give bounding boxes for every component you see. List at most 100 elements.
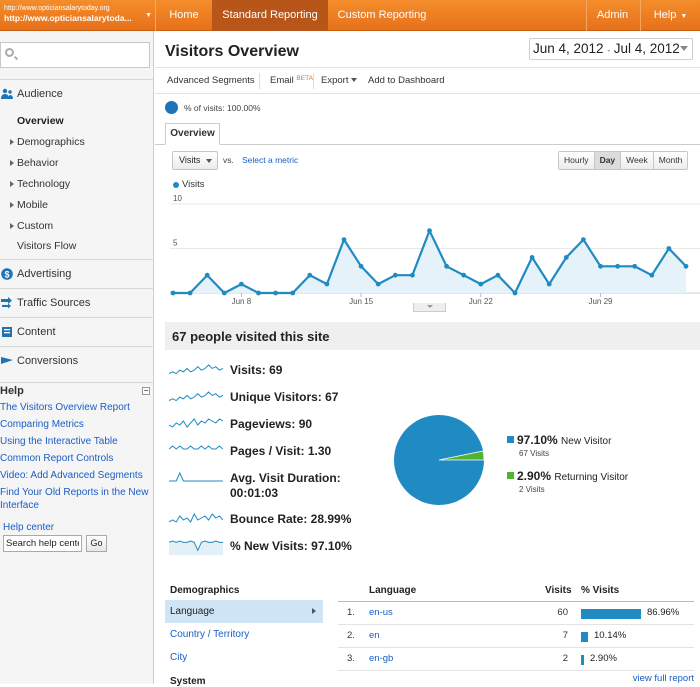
help-link[interactable]: Using the Interactive Table xyxy=(0,436,118,447)
sidebar-section-traffic-sources[interactable]: Traffic Sources xyxy=(0,288,154,316)
report-toolbar: Advanced Segments Email BETA Export Add … xyxy=(155,67,700,94)
report-search-input[interactable] xyxy=(19,45,147,65)
data-point[interactable] xyxy=(495,272,501,278)
data-point[interactable] xyxy=(410,272,415,278)
data-point[interactable] xyxy=(392,272,398,278)
language-link[interactable]: en-gb xyxy=(369,653,394,664)
percent-value: 10.14% xyxy=(594,630,627,641)
row-number: 2. xyxy=(347,630,355,641)
email-button[interactable]: Email BETA xyxy=(270,75,313,86)
granularity-day-button[interactable]: Day xyxy=(594,152,622,169)
table-row[interactable]: 3. en-gb 2 2.90% xyxy=(338,648,694,671)
demographics-item-city[interactable]: City xyxy=(170,652,188,663)
sidebar-item-visitors-flow[interactable]: Visitors Flow xyxy=(17,240,77,252)
data-point[interactable] xyxy=(649,272,655,278)
sidebar-section-conversions[interactable]: Conversions xyxy=(0,346,154,374)
help-center-go-button[interactable]: Go xyxy=(86,535,107,552)
data-point[interactable] xyxy=(598,263,603,269)
data-point[interactable] xyxy=(683,263,689,269)
metric-dropdown[interactable]: Visits xyxy=(172,151,218,170)
data-point[interactable] xyxy=(187,290,193,296)
data-point[interactable] xyxy=(239,281,244,287)
report-search[interactable] xyxy=(0,42,150,68)
granularity-month-button[interactable]: Month xyxy=(653,152,688,169)
sidebar-item-mobile[interactable]: Mobile xyxy=(0,195,154,215)
help-link[interactable]: The Visitors Overview Report xyxy=(0,402,130,413)
sidebar-item-demographics[interactable]: Demographics xyxy=(0,132,154,152)
percent-bar xyxy=(581,609,641,619)
data-point[interactable] xyxy=(512,290,518,296)
nav-home[interactable]: Home xyxy=(169,9,199,21)
sidebar-item-behavior[interactable]: Behavior xyxy=(0,153,154,173)
help-link[interactable]: Comparing Metrics xyxy=(0,419,84,430)
data-point[interactable] xyxy=(170,290,176,296)
data-point[interactable] xyxy=(273,290,278,296)
metric-value: % New Visits: 97.10% xyxy=(230,539,352,553)
visits-line-chart[interactable]: 5 10 Jun 8 Jun 15 Jun 22 Jun 29 xyxy=(170,195,700,325)
view-full-report-link[interactable]: view full report xyxy=(632,673,694,684)
pie-segment-icon xyxy=(165,101,178,114)
data-point[interactable] xyxy=(615,263,620,269)
collapse-icon[interactable]: − xyxy=(142,386,150,395)
sidebar-item-overview[interactable]: Overview xyxy=(17,115,64,127)
data-point[interactable] xyxy=(478,281,484,287)
sidebar-section-audience[interactable]: Audience xyxy=(0,79,154,107)
help-link[interactable]: Find Your Old Reports in the New Interfa… xyxy=(0,487,149,511)
demographics-system-heading: System xyxy=(170,676,206,687)
sidebar-item-custom[interactable]: Custom xyxy=(0,216,154,236)
pie-new-visits: 67 Visits xyxy=(519,449,550,458)
account-selector[interactable]: http://www.opticiansalarytoday.org http:… xyxy=(4,4,154,26)
help-center-link[interactable]: Help center xyxy=(3,522,55,533)
svg-text:$: $ xyxy=(4,270,9,280)
data-point[interactable] xyxy=(546,281,552,287)
data-point[interactable] xyxy=(666,246,672,251)
chart-resize-handle[interactable] xyxy=(413,303,446,312)
tab-overview[interactable]: Overview xyxy=(165,123,220,145)
language-link[interactable]: en xyxy=(369,630,380,641)
help-link[interactable]: Common Report Controls xyxy=(0,453,114,464)
data-point[interactable] xyxy=(256,290,261,296)
sidebar-section-advertising[interactable]: $ Advertising xyxy=(0,259,154,287)
data-point[interactable] xyxy=(461,272,467,278)
granularity-week-button[interactable]: Week xyxy=(621,152,654,169)
data-point[interactable] xyxy=(324,281,330,287)
account-url-line2: http://www.opticiansalarytoda... xyxy=(4,13,132,23)
pie-slice-returning-visitor[interactable] xyxy=(438,450,485,461)
sidebar-section-content[interactable]: Content xyxy=(0,317,154,345)
export-button[interactable]: Export xyxy=(321,75,358,86)
select-metric-link[interactable]: Select a metric xyxy=(242,155,299,165)
demographics-item-language[interactable]: Language xyxy=(165,600,323,623)
data-point[interactable] xyxy=(307,272,313,278)
data-point[interactable] xyxy=(290,290,296,296)
table-row[interactable]: 1. en-us 60 86.96% xyxy=(338,602,694,625)
date-range-picker[interactable]: Jun 4, 2012 - Jul 4, 2012 xyxy=(529,38,693,60)
nav-custom-reporting[interactable]: Custom Reporting xyxy=(337,9,427,21)
data-point[interactable] xyxy=(427,228,432,234)
sparkline-chart xyxy=(169,540,223,555)
data-point[interactable] xyxy=(204,272,210,278)
language-link[interactable]: en-us xyxy=(369,607,393,618)
help-link[interactable]: Video: Add Advanced Segments xyxy=(0,470,143,481)
nav-standard-reporting[interactable]: Standard Reporting xyxy=(212,0,328,31)
nav-help[interactable]: Help ▼ xyxy=(640,0,700,31)
chart-legend-label: Visits xyxy=(182,179,205,190)
advanced-segments-button[interactable]: Advanced Segments xyxy=(167,75,255,86)
data-point[interactable] xyxy=(341,237,347,242)
data-point[interactable] xyxy=(563,255,569,260)
data-point[interactable] xyxy=(581,237,586,242)
visitor-type-pie-chart[interactable] xyxy=(393,414,485,506)
sparkline-line xyxy=(169,391,223,402)
data-point[interactable] xyxy=(632,263,638,269)
table-row[interactable]: 2. en 7 10.14% xyxy=(338,625,694,648)
help-center-search-input[interactable] xyxy=(3,535,82,552)
sidebar-item-technology[interactable]: Technology xyxy=(0,174,154,194)
data-point[interactable] xyxy=(375,281,381,287)
data-point[interactable] xyxy=(444,263,449,269)
data-point[interactable] xyxy=(358,263,364,269)
data-point[interactable] xyxy=(221,290,227,296)
add-to-dashboard-button[interactable]: Add to Dashboard xyxy=(368,75,445,86)
data-point[interactable] xyxy=(529,255,535,260)
granularity-hourly-button[interactable]: Hourly xyxy=(559,152,595,169)
demographics-item-country[interactable]: Country / Territory xyxy=(170,629,250,640)
nav-admin[interactable]: Admin xyxy=(586,0,638,31)
